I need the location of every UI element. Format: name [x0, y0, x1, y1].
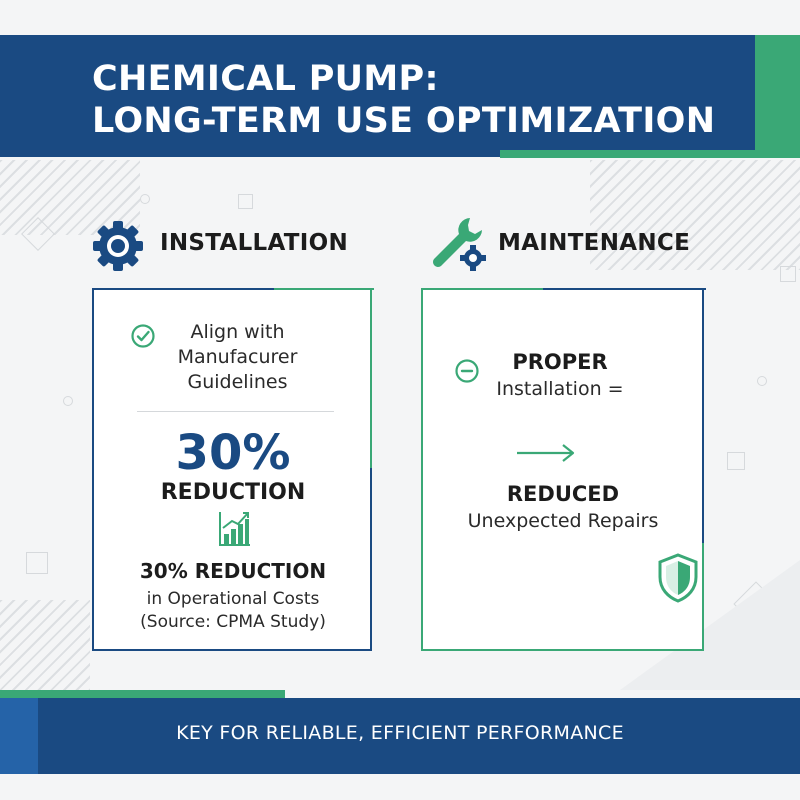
guideline-line-2: Manufacurer [177, 346, 298, 368]
stat-source: (Source: CPMA Study) [140, 612, 326, 632]
background-dot [140, 194, 150, 204]
arrow-right-icon [515, 442, 577, 464]
reduced-label: REDUCED [506, 482, 620, 506]
guideline-line-3: Guidelines [187, 371, 288, 393]
background-hatch-top-right [590, 160, 800, 270]
background-dot [63, 396, 73, 406]
divider [137, 411, 334, 412]
background-dot [757, 376, 767, 386]
header-underline [500, 150, 800, 158]
footer-accent [0, 690, 285, 698]
gear-icon [90, 218, 146, 274]
big-stat: 30% [175, 425, 291, 481]
repairs-label: Unexpected Repairs [467, 510, 659, 532]
wrench-gear-icon [428, 214, 490, 274]
installation-heading: INSTALLATION [160, 230, 349, 256]
header-accent [755, 35, 800, 150]
installation-equals: Installation = [496, 378, 624, 400]
minus-circle-icon [454, 358, 480, 384]
proper-label: PROPER [512, 350, 608, 374]
stat-detail: in Operational Costs [146, 589, 320, 609]
guideline-text: Align with Manufacurer Guidelines [155, 320, 320, 395]
background-hatch-bottom-left [0, 600, 90, 690]
background-square [727, 452, 745, 470]
header-band [0, 35, 755, 157]
background-square [780, 266, 796, 282]
check-circle-icon [130, 323, 156, 349]
stat-repeat: 30% REDUCTION [139, 559, 327, 583]
footer-tagline: KEY FOR RELIABLE, EFFICIENT PERFORMANCE [176, 722, 624, 744]
big-stat-label: REDUCTION [160, 480, 306, 505]
background-square [26, 552, 48, 574]
guideline-line-1: Align with [190, 321, 285, 343]
maintenance-card [421, 288, 706, 651]
page-title-line-1: CHEMICAL PUMP: [92, 59, 439, 99]
installation-card [92, 288, 374, 651]
maintenance-heading: MAINTENANCE [498, 230, 691, 256]
shield-icon [656, 552, 700, 604]
background-square [238, 194, 253, 209]
bar-chart-growth-icon [218, 508, 252, 548]
page-title: CHEMICAL PUMP: LONG-TERM USE OPTIMIZATIO… [92, 58, 732, 142]
footer-band-edge [0, 698, 38, 774]
page-title-line-2: LONG-TERM USE OPTIMIZATION [92, 101, 716, 141]
footer-band [0, 698, 800, 774]
